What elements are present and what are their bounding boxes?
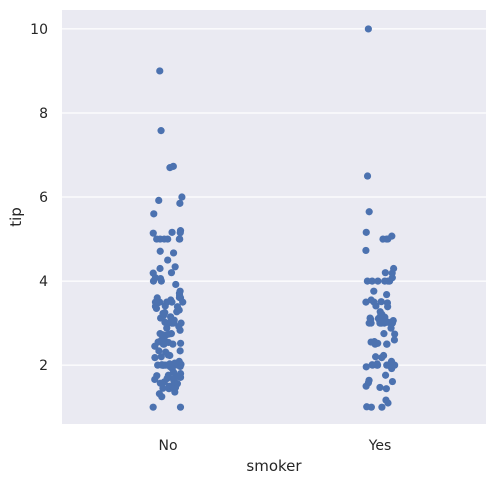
- data-point: [176, 403, 185, 411]
- data-point: [176, 287, 184, 295]
- data-point: [382, 396, 390, 404]
- data-point: [370, 338, 379, 346]
- data-point: [373, 360, 381, 368]
- data-point: [153, 235, 161, 243]
- data-point: [153, 294, 161, 302]
- data-point: [155, 347, 163, 355]
- data-point: [363, 277, 371, 285]
- data-point: [156, 67, 164, 75]
- data-point: [164, 256, 172, 264]
- data-point: [374, 277, 382, 285]
- data-point: [178, 193, 186, 201]
- data-point: [153, 372, 161, 380]
- data-point: [177, 319, 185, 327]
- x-tick-label: Yes: [368, 438, 392, 454]
- data-point: [388, 232, 396, 240]
- data-point: [387, 357, 396, 365]
- data-point: [378, 403, 386, 411]
- y-tick-label: 4: [39, 274, 48, 290]
- data-point: [158, 361, 166, 369]
- data-point: [176, 369, 185, 378]
- data-point: [151, 353, 159, 362]
- data-point: [175, 357, 183, 365]
- data-point: [156, 247, 164, 255]
- data-point: [176, 347, 184, 355]
- data-point: [157, 353, 165, 361]
- data-point: [176, 235, 184, 243]
- data-point: [363, 403, 371, 411]
- data-point: [363, 172, 372, 180]
- data-point: [173, 303, 182, 311]
- data-point: [380, 351, 388, 360]
- plot-background: [62, 10, 486, 424]
- data-point: [381, 269, 389, 277]
- data-point: [169, 162, 177, 170]
- data-point: [382, 385, 390, 393]
- data-point: [364, 25, 372, 33]
- data-point: [169, 249, 178, 257]
- y-tick-label: 8: [39, 106, 48, 122]
- data-point: [383, 299, 392, 307]
- data-point: [156, 330, 164, 338]
- data-point: [149, 403, 157, 411]
- data-point: [171, 263, 179, 271]
- data-point: [149, 269, 157, 277]
- data-point: [376, 383, 384, 392]
- data-point: [157, 127, 165, 135]
- data-point: [167, 296, 175, 304]
- data-point: [362, 228, 370, 236]
- y-tick-label: 2: [39, 358, 48, 374]
- data-point: [389, 317, 397, 325]
- data-point: [362, 246, 370, 255]
- data-point: [381, 371, 390, 379]
- x-axis-label: smoker: [246, 457, 302, 475]
- data-point: [383, 290, 391, 299]
- data-point: [390, 264, 398, 273]
- data-point: [367, 296, 375, 304]
- data-point: [156, 264, 164, 273]
- data-point: [390, 336, 399, 344]
- data-point: [164, 235, 172, 243]
- data-point: [366, 314, 374, 322]
- data-point: [150, 210, 158, 218]
- data-point: [168, 228, 176, 236]
- data-point: [380, 330, 388, 338]
- data-point: [376, 308, 384, 316]
- data-point: [365, 208, 373, 216]
- data-point: [155, 196, 163, 204]
- data-point: [362, 363, 370, 371]
- data-point: [391, 330, 399, 338]
- data-point: [176, 339, 185, 347]
- data-point: [167, 330, 175, 338]
- y-tick-label: 10: [30, 22, 48, 38]
- gridlines: [62, 28, 486, 366]
- data-point: [149, 229, 157, 237]
- data-point: [377, 298, 385, 306]
- data-point: [166, 313, 175, 321]
- data-point: [161, 309, 169, 317]
- data-point: [388, 377, 397, 386]
- data-point: [371, 353, 380, 361]
- tick-labels: 2 4 6 8 10 No Yes: [30, 22, 391, 454]
- data-point: [162, 348, 170, 356]
- data-point: [176, 199, 184, 207]
- data-points: [149, 25, 399, 411]
- data-point: [172, 280, 180, 289]
- data-point: [176, 227, 185, 235]
- data-point: [370, 287, 378, 295]
- data-point: [167, 269, 176, 277]
- data-point: [383, 340, 391, 348]
- x-tick-label: No: [158, 438, 177, 454]
- y-tick-label: 6: [39, 190, 48, 206]
- data-point: [155, 390, 164, 398]
- y-axis-label: tip: [7, 207, 25, 227]
- data-point: [365, 376, 373, 384]
